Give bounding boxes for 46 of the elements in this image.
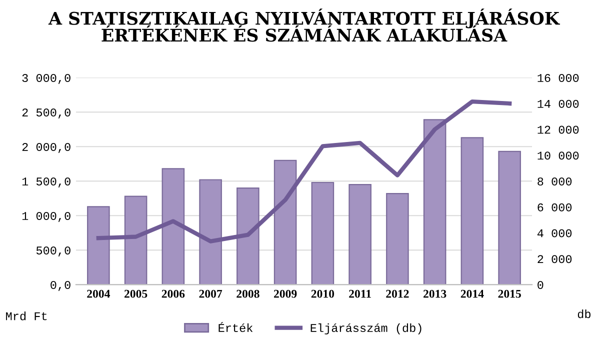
y-tick-label: 0,0: [50, 281, 70, 291]
y2-tick-label: 6 000: [538, 203, 572, 212]
bar: [274, 160, 297, 285]
y-tick-label: 2 500,0: [22, 108, 70, 118]
chart-title: A STATISZTIKAILAG NYILVÁNTARTOTT ELJÁRÁSOK ÉRTÉKÉNEK ÉS SZÁMÁNAK ALAKULÁSA: [48, 8, 560, 42]
x-tick-label: 2013: [424, 290, 446, 298]
bar: [460, 137, 484, 285]
x-tick-label: 2005: [124, 290, 148, 298]
legend-label: Érték: [218, 322, 253, 332]
y-tick-label: 1 500,0: [22, 178, 70, 188]
x-tick-label: 2008: [236, 290, 260, 298]
x-tick-label: 2009: [274, 290, 297, 298]
line-series: [96, 99, 512, 244]
y2-tick-label: 4 000: [537, 229, 572, 238]
x-tick-label: 2015: [498, 290, 521, 298]
bar: [87, 206, 110, 285]
y2-axis-title: db: [578, 309, 590, 318]
x-tick-label: 2014: [460, 290, 484, 298]
y2-tick-label: 14 000: [538, 100, 579, 108]
y2-tick-label: 0: [538, 281, 544, 290]
bar: [498, 150, 521, 285]
bar: [386, 192, 409, 285]
y2-tick-label: 16 000: [538, 74, 579, 82]
x-tick-label: 2004: [87, 290, 110, 298]
y2-tick-label: 2 000: [538, 255, 572, 264]
y-tick-label: 3 000,0: [22, 74, 70, 84]
bar: [348, 184, 372, 285]
x-tick-label: 2010: [311, 290, 334, 298]
x-tick-label: 2006: [162, 290, 185, 298]
y-tick-label: 2 000,0: [22, 143, 70, 153]
y-tick-label: 1 000,0: [22, 212, 70, 222]
bar: [162, 168, 185, 285]
y2-tick-label: 8 000: [538, 178, 572, 186]
bar: [311, 182, 334, 285]
y-axis-title: Mrd Ft: [6, 312, 47, 320]
bar: [423, 119, 446, 285]
y-tick-label: 500,0: [36, 246, 70, 256]
y2-tick-label: 12 000: [538, 126, 579, 134]
bar: [236, 187, 260, 285]
legend-label: Eljárásszám (db): [310, 323, 422, 334]
x-tick-label: 2007: [199, 290, 222, 298]
x-tick-label: 2012: [386, 290, 409, 298]
y2-tick-label: 10 000: [538, 152, 579, 160]
x-tick-label: 2011: [349, 290, 371, 298]
bar: [199, 179, 222, 285]
bar: [124, 196, 148, 285]
